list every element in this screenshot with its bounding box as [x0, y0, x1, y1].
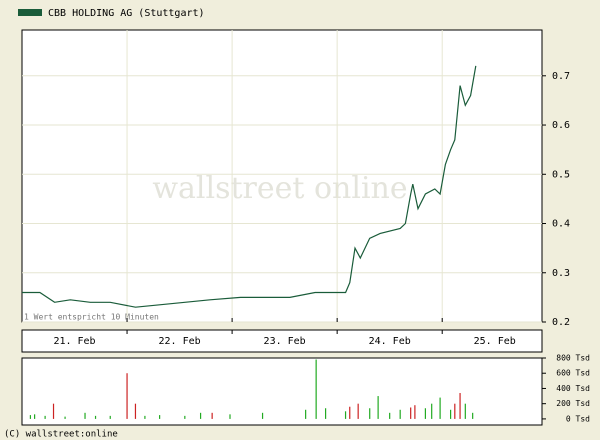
- x-tick-label: 24. Feb: [369, 336, 411, 347]
- watermark: wallstreet online: [152, 171, 407, 206]
- volume-bar: [344, 411, 347, 419]
- volume-bar: [431, 403, 433, 419]
- y-tick-label: 0.4: [552, 219, 570, 230]
- volume-bar: [144, 415, 146, 419]
- x-tick-label: 22. Feb: [158, 336, 200, 347]
- volume-bar: [472, 412, 474, 419]
- main-plot: [21, 29, 543, 323]
- y-tick-label: 0.3: [552, 268, 570, 279]
- date-strip: [21, 329, 543, 353]
- footer: (C) wallstreet:online: [4, 430, 118, 440]
- volume-bar: [450, 409, 452, 419]
- volume-bar: [52, 403, 55, 419]
- note: 1 Wert entspricht 10 Minuten: [24, 313, 159, 322]
- volume-bar: [94, 415, 97, 419]
- x-tick-label: 25. Feb: [474, 336, 516, 347]
- y-tick-label: 0 Tsd: [566, 414, 590, 423]
- volume-bar: [34, 414, 36, 419]
- legend-label: CBB HOLDING AG (Stuttgart): [48, 8, 205, 19]
- volume-bar: [454, 403, 456, 419]
- volume-bar: [424, 408, 426, 419]
- volume-bar: [459, 393, 461, 419]
- volume-bar: [357, 403, 359, 419]
- y-tick-label: 0.6: [552, 120, 570, 131]
- volume-bar: [229, 414, 231, 419]
- volume-bar: [134, 403, 137, 419]
- volume-bar: [199, 412, 202, 419]
- y-tick-label: 0.5: [552, 169, 570, 180]
- volume-bar: [184, 415, 186, 419]
- volume-bar: [84, 412, 86, 419]
- volume-plot: [21, 357, 543, 426]
- volume-bar: [44, 415, 46, 419]
- volume-bar: [315, 359, 317, 419]
- volume-bar: [439, 397, 441, 419]
- volume-bar: [305, 409, 307, 419]
- volume-bar: [324, 408, 327, 419]
- x-tick-label: 23. Feb: [264, 336, 306, 347]
- volume-bar: [410, 407, 412, 419]
- y-tick-label: 800 Tsd: [556, 354, 590, 363]
- volume-bar: [109, 415, 111, 419]
- volume-bar: [211, 412, 213, 419]
- volume-bar: [64, 416, 66, 419]
- volume-bar: [377, 396, 379, 419]
- volume-bar: [464, 403, 466, 419]
- volume-bar: [399, 409, 401, 419]
- volume-bar: [29, 415, 32, 419]
- legend-swatch: [18, 9, 42, 16]
- y-tick-label: 600 Tsd: [556, 369, 590, 378]
- volume-bar: [389, 412, 391, 419]
- volume-bar: [159, 415, 161, 419]
- y-tick-label: 200 Tsd: [556, 399, 590, 408]
- y-tick-label: 0.7: [552, 71, 570, 82]
- volume-bar: [414, 405, 416, 419]
- volume-bar: [126, 373, 128, 419]
- volume-bar: [369, 408, 371, 419]
- price-line: [22, 65, 477, 308]
- y-tick-label: 400 Tsd: [556, 384, 590, 393]
- y-tick-label: 0.2: [552, 317, 570, 328]
- volume-bar: [349, 406, 351, 419]
- x-tick-label: 21. Feb: [53, 336, 95, 347]
- volume-bar: [261, 412, 264, 419]
